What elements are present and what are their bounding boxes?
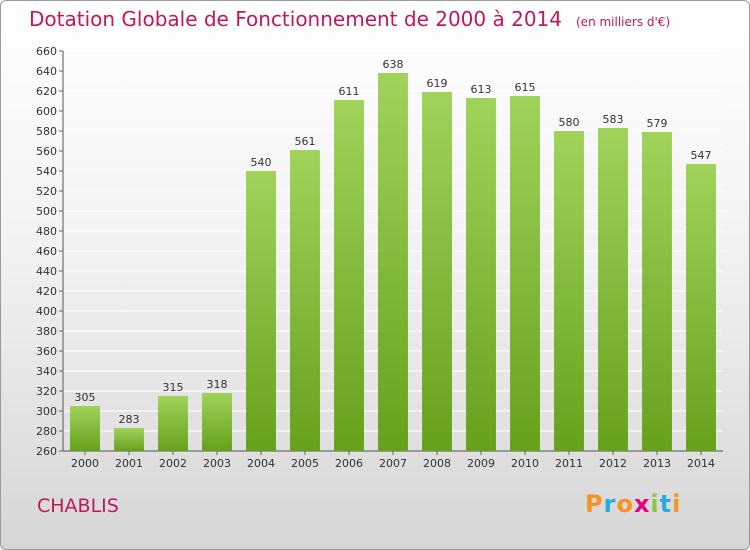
unit-note: (en milliers d'€) xyxy=(576,15,671,29)
data-label: 547 xyxy=(691,149,712,162)
data-label: 540 xyxy=(251,156,272,169)
x-tick-label: 2001 xyxy=(115,457,143,470)
y-tick-label: 540 xyxy=(36,165,57,178)
bar xyxy=(114,428,144,451)
y-tick-label: 500 xyxy=(36,205,57,218)
x-tick-label: 2008 xyxy=(423,457,451,470)
y-tick-label: 660 xyxy=(36,45,57,58)
y-tick-label: 300 xyxy=(36,405,57,418)
y-tick-label: 260 xyxy=(36,445,57,458)
data-label: 615 xyxy=(515,81,536,94)
data-label: 613 xyxy=(471,83,492,96)
y-tick-label: 580 xyxy=(36,125,57,138)
x-tick-label: 2005 xyxy=(291,457,319,470)
x-tick-label: 2002 xyxy=(159,457,187,470)
logo-letter: x xyxy=(633,490,651,518)
x-tick-label: 2006 xyxy=(335,457,363,470)
logo-letter: o xyxy=(616,490,634,518)
y-tick-label: 520 xyxy=(36,185,57,198)
x-tick-label: 2013 xyxy=(643,457,671,470)
y-tick-label: 340 xyxy=(36,365,57,378)
logo-letter: i xyxy=(672,490,682,518)
data-label: 638 xyxy=(383,58,404,71)
bar xyxy=(642,132,672,451)
y-tick-label: 460 xyxy=(36,245,57,258)
x-tick-label: 2010 xyxy=(511,457,539,470)
logo-letter: r xyxy=(603,490,617,518)
x-tick-label: 2012 xyxy=(599,457,627,470)
x-tick-label: 2004 xyxy=(247,457,275,470)
bar xyxy=(334,100,364,451)
logo-letter: P xyxy=(585,490,604,518)
y-tick-label: 380 xyxy=(36,325,57,338)
y-tick-label: 640 xyxy=(36,65,57,78)
x-tick-label: 2014 xyxy=(687,457,715,470)
logo-letter: t xyxy=(659,490,673,518)
bar xyxy=(466,98,496,451)
place-name: CHABLIS xyxy=(37,495,119,517)
data-label: 580 xyxy=(559,116,580,129)
y-tick-label: 480 xyxy=(36,225,57,238)
y-tick-label: 620 xyxy=(36,85,57,98)
bar xyxy=(554,131,584,451)
title-text: Dotation Globale de Fonctionnement de 20… xyxy=(29,7,562,31)
data-label: 579 xyxy=(647,117,668,130)
bar xyxy=(686,164,716,451)
bar xyxy=(290,150,320,451)
y-tick-label: 420 xyxy=(36,285,57,298)
y-tick-label: 400 xyxy=(36,305,57,318)
x-tick-label: 2000 xyxy=(71,457,99,470)
x-tick-label: 2007 xyxy=(379,457,407,470)
data-label: 611 xyxy=(339,85,360,98)
x-tick-label: 2009 xyxy=(467,457,495,470)
data-label: 583 xyxy=(603,113,624,126)
bar xyxy=(422,92,452,451)
bar xyxy=(598,128,628,451)
data-label: 318 xyxy=(207,378,228,391)
bar xyxy=(70,406,100,451)
data-label: 561 xyxy=(295,135,316,148)
bar xyxy=(378,73,408,451)
data-label: 283 xyxy=(119,413,140,426)
data-label: 305 xyxy=(75,391,96,404)
data-label: 619 xyxy=(427,77,448,90)
bar xyxy=(158,396,188,451)
logo-letter: i xyxy=(650,490,660,518)
proxiti-logo: Proxiti xyxy=(585,490,681,518)
chart-title: Dotation Globale de Fonctionnement de 20… xyxy=(29,7,670,31)
y-tick-label: 280 xyxy=(36,425,57,438)
y-tick-label: 360 xyxy=(36,345,57,358)
x-tick-label: 2011 xyxy=(555,457,583,470)
bar xyxy=(202,393,232,451)
bar xyxy=(510,96,540,451)
x-tick-label: 2003 xyxy=(203,457,231,470)
y-tick-label: 600 xyxy=(36,105,57,118)
y-tick-label: 440 xyxy=(36,265,57,278)
y-tick-label: 560 xyxy=(36,145,57,158)
data-label: 315 xyxy=(163,381,184,394)
y-tick-label: 320 xyxy=(36,385,57,398)
bar xyxy=(246,171,276,451)
